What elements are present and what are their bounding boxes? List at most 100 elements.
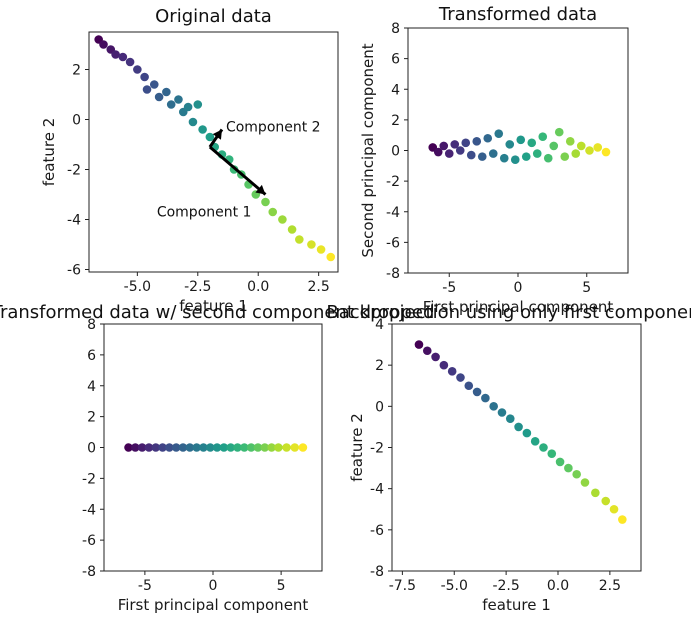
y-tick-label: -6 xyxy=(386,235,400,251)
data-point xyxy=(481,393,490,403)
y-tick-label: -2 xyxy=(82,471,96,487)
y-axis-label: feature 2 xyxy=(348,413,366,481)
data-point xyxy=(576,141,586,151)
y-tick-label: 4 xyxy=(375,317,384,333)
x-tick-label: -7.5 xyxy=(389,578,416,594)
y-tick-label: -6 xyxy=(67,263,81,279)
data-point xyxy=(144,443,154,452)
panel-transformed-data: -5 0 5 8 6 4 2 0 -2 -4 -6 -8 Transformed data First p… xyxy=(359,4,629,316)
y-tick-label: 8 xyxy=(391,21,400,37)
data-point xyxy=(193,100,203,109)
data-point xyxy=(125,57,135,67)
data-point xyxy=(183,102,193,112)
data-point xyxy=(142,85,152,94)
data-point xyxy=(240,443,249,452)
data-point xyxy=(483,133,493,143)
data-point xyxy=(226,443,236,452)
data-point xyxy=(543,153,553,163)
data-point xyxy=(489,402,498,411)
y-tick-label: -8 xyxy=(386,266,400,282)
x-axis-label: First principal component xyxy=(118,596,309,614)
y-tick-label: -8 xyxy=(82,564,96,580)
data-point xyxy=(118,52,128,62)
data-point xyxy=(450,140,460,149)
data-point xyxy=(601,496,611,506)
data-point xyxy=(233,443,242,452)
data-point xyxy=(290,443,300,452)
data-point xyxy=(618,515,627,524)
y-tick-label: -4 xyxy=(370,482,384,498)
component-arrow xyxy=(208,145,267,196)
data-point xyxy=(560,152,570,161)
data-point xyxy=(131,443,140,452)
x-tick-label: -2.5 xyxy=(184,279,211,295)
data-point xyxy=(514,422,523,432)
chart-title: Transformed data xyxy=(438,4,597,25)
data-point xyxy=(530,437,540,446)
data-point xyxy=(564,463,573,473)
y-tick-label: 2 xyxy=(391,113,400,129)
data-point xyxy=(609,504,619,514)
data-point xyxy=(140,72,149,82)
y-tick-label: -4 xyxy=(82,502,96,518)
y-tick-label: 0 xyxy=(72,113,81,129)
data-point xyxy=(505,414,515,423)
data-point xyxy=(137,443,147,452)
y-tick-label: 0 xyxy=(87,441,96,457)
data-point xyxy=(444,149,454,158)
arrow-label: Component 2 xyxy=(226,120,321,136)
data-point xyxy=(133,65,142,74)
data-point xyxy=(585,146,594,155)
y-tick-label: 4 xyxy=(391,82,400,98)
data-point xyxy=(422,346,432,356)
axes-frame xyxy=(88,31,339,273)
data-point xyxy=(516,135,526,145)
data-point xyxy=(174,95,183,104)
data-point xyxy=(505,140,515,149)
panel-backprojection: -7.5 -5.0 -2.5 0.0 2.5 4 2 0 -2 -4 -6 -8 Backproject… xyxy=(326,302,691,614)
data-point xyxy=(166,100,176,109)
data-point xyxy=(439,141,449,151)
data-point xyxy=(554,127,564,137)
y-tick-label: 0 xyxy=(375,399,384,415)
data-point xyxy=(433,147,443,157)
data-point xyxy=(497,408,507,417)
data-point xyxy=(149,80,159,89)
y-tick-label: -6 xyxy=(82,533,96,549)
y-tick-label: 0 xyxy=(391,144,400,160)
data-point xyxy=(488,149,498,158)
x-tick-label: -2.5 xyxy=(492,578,519,594)
x-tick-label: 0 xyxy=(209,578,218,594)
data-point xyxy=(455,146,465,155)
data-point xyxy=(472,137,482,146)
data-point xyxy=(316,245,326,254)
data-point xyxy=(539,443,548,452)
data-point xyxy=(282,443,291,452)
data-point xyxy=(522,428,532,438)
data-point xyxy=(298,443,308,452)
data-point xyxy=(307,240,316,249)
y-tick-label: -2 xyxy=(67,163,81,179)
data-point xyxy=(601,147,611,157)
data-point xyxy=(295,235,304,244)
data-point xyxy=(532,149,542,158)
x-tick-label: 0 xyxy=(514,280,523,296)
chart-title: Backprojection using only first componen… xyxy=(326,302,691,323)
data-point xyxy=(151,443,161,452)
y-tick-label: 6 xyxy=(391,52,400,68)
data-point xyxy=(447,367,457,376)
y-tick-label: 2 xyxy=(72,63,81,79)
y-axis-label: feature 2 xyxy=(40,118,58,186)
data-point xyxy=(555,457,565,467)
data-point xyxy=(527,138,537,148)
data-point xyxy=(212,443,222,452)
y-tick-label: 2 xyxy=(87,410,96,426)
x-tick-label: 0.0 xyxy=(247,279,269,295)
x-axis-label: feature 1 xyxy=(179,297,247,315)
y-tick-label: 2 xyxy=(375,358,384,374)
data-point xyxy=(192,443,201,452)
data-point xyxy=(268,207,278,217)
axes-frame xyxy=(391,323,642,572)
x-tick-label: 5 xyxy=(582,280,591,296)
